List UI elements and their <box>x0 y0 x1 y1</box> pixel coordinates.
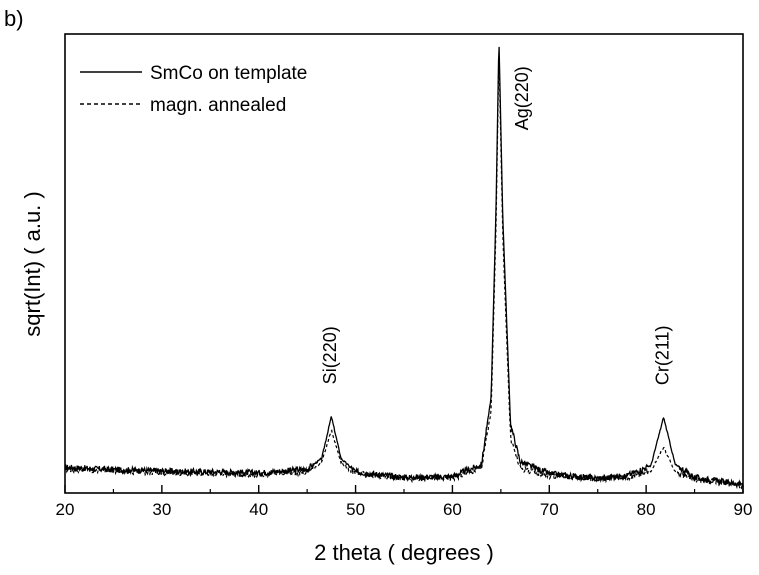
peak-label-3: Cr(211) <box>652 325 672 385</box>
peak-annotations: Si(220) Ag(220) Cr(211) <box>320 66 672 385</box>
series-line-2 <box>64 61 743 490</box>
x-tick-label: 90 <box>734 500 753 519</box>
x-tick-label: 70 <box>540 500 559 519</box>
x-tick-label: 60 <box>443 500 462 519</box>
y-axis-title: sqrt(Int) ( a.u. ) <box>20 191 45 336</box>
series-layer <box>64 46 744 490</box>
x-tick-label: 30 <box>152 500 171 519</box>
peak-label-1: Si(220) <box>320 326 340 384</box>
x-tick-label: 20 <box>56 500 75 519</box>
legend: SmCo on template magn. annealed <box>80 63 307 116</box>
x-axis-title: 2 theta ( degrees ) <box>314 540 494 565</box>
x-tick-label: 50 <box>346 500 365 519</box>
x-axis-tick-labels: 20 30 40 50 60 70 80 90 <box>56 500 753 519</box>
panel-label: b) <box>4 6 24 31</box>
legend-label-series-2: magn. annealed <box>150 95 286 116</box>
x-tick-label: 80 <box>637 500 656 519</box>
x-tick-label: 40 <box>249 500 268 519</box>
x-axis-ticks <box>64 485 744 493</box>
legend-label-series-1: SmCo on template <box>150 63 307 84</box>
peak-label-2: Ag(220) <box>512 66 532 130</box>
